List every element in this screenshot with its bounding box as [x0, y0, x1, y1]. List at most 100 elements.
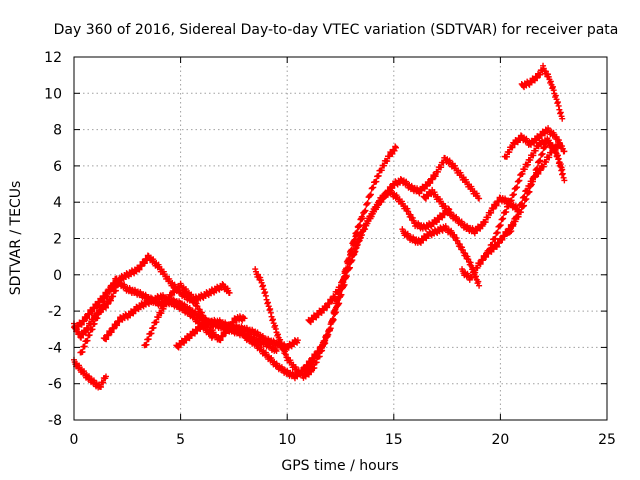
data-point [369, 210, 376, 217]
data-point [364, 199, 371, 206]
data-point [384, 158, 391, 165]
data-point [114, 322, 121, 329]
data-point [338, 291, 345, 298]
x-axis-ticks: 0 5 10 15 20 25 [70, 57, 616, 448]
data-point [340, 279, 347, 286]
data-point [505, 203, 512, 210]
series-track-d [77, 275, 120, 356]
data-point [81, 343, 88, 350]
data-point [98, 384, 105, 391]
data-point [319, 343, 326, 350]
data-point [372, 206, 379, 213]
data-point [308, 360, 315, 367]
data-point [262, 289, 269, 296]
data-point [392, 144, 399, 151]
x-tick-label: 25 [598, 432, 616, 448]
data-point [321, 307, 328, 314]
data-point [453, 235, 460, 242]
data-point [540, 163, 547, 170]
data-point [532, 174, 539, 181]
data-point [326, 300, 333, 307]
data-point [138, 263, 145, 270]
data-point [329, 297, 336, 304]
data-point [537, 157, 544, 164]
data-point [356, 237, 363, 244]
data-point [497, 222, 504, 229]
data-point [109, 284, 116, 291]
data-point [79, 348, 86, 355]
data-point [311, 357, 318, 364]
y-axis-label: SDTVAR / TECUs [8, 181, 24, 296]
data-point [279, 344, 286, 351]
data-point [469, 274, 476, 281]
series-track-q [518, 62, 566, 122]
data-point [516, 207, 523, 214]
data-point [322, 337, 329, 344]
data-point [380, 195, 387, 202]
x-tick-label: 10 [278, 432, 296, 448]
data-point [484, 214, 491, 221]
data-point [294, 337, 301, 344]
data-point [519, 170, 526, 177]
data-point [219, 280, 226, 287]
data-point [78, 321, 85, 328]
data-point [104, 293, 111, 300]
data-point [222, 330, 229, 337]
data-point [351, 251, 358, 258]
data-point [537, 167, 544, 174]
data-point [325, 331, 332, 338]
data-point [424, 183, 431, 190]
data-point [217, 337, 224, 344]
data-point [526, 183, 533, 190]
data-point [375, 202, 382, 209]
data-point [552, 92, 559, 99]
data-point [529, 178, 536, 185]
data-point [557, 109, 564, 116]
data-point [308, 368, 315, 375]
data-point [561, 148, 568, 155]
data-point [472, 269, 479, 276]
data-point [407, 211, 414, 218]
data-point [136, 266, 143, 273]
data-point [273, 348, 280, 355]
data-point [103, 336, 110, 343]
data-point [364, 220, 371, 227]
data-point [282, 351, 289, 358]
data-point [423, 182, 430, 189]
data-point [521, 193, 528, 200]
data-point [359, 231, 366, 238]
data-point [150, 324, 157, 331]
data-point [102, 373, 109, 380]
data-point [314, 353, 321, 360]
series-track-c [71, 356, 109, 391]
data-point [84, 315, 91, 322]
data-point [367, 192, 374, 199]
data-point [89, 326, 96, 333]
data-point [438, 164, 445, 171]
data-point [559, 166, 566, 173]
x-tick-label: 20 [491, 432, 509, 448]
data-point [141, 260, 148, 267]
y-tick-label: -8 [48, 413, 62, 429]
data-point [116, 318, 123, 325]
data-point [335, 301, 342, 308]
data-point [110, 325, 117, 332]
data-point [479, 257, 486, 264]
x-tick-label: 0 [70, 432, 79, 448]
data-point [524, 161, 531, 168]
data-point [100, 379, 107, 386]
data-point [348, 258, 355, 265]
data-point [549, 83, 556, 90]
data-point [113, 275, 120, 282]
data-point [199, 312, 206, 319]
data-point [99, 303, 106, 310]
data-point [373, 178, 380, 185]
data-point [282, 348, 289, 355]
data-point [510, 191, 517, 198]
data-point [148, 330, 155, 337]
data-point [559, 171, 566, 178]
x-tick-label: 15 [385, 432, 403, 448]
data-point [472, 273, 479, 280]
data-point [389, 150, 396, 157]
data-point [91, 320, 98, 327]
